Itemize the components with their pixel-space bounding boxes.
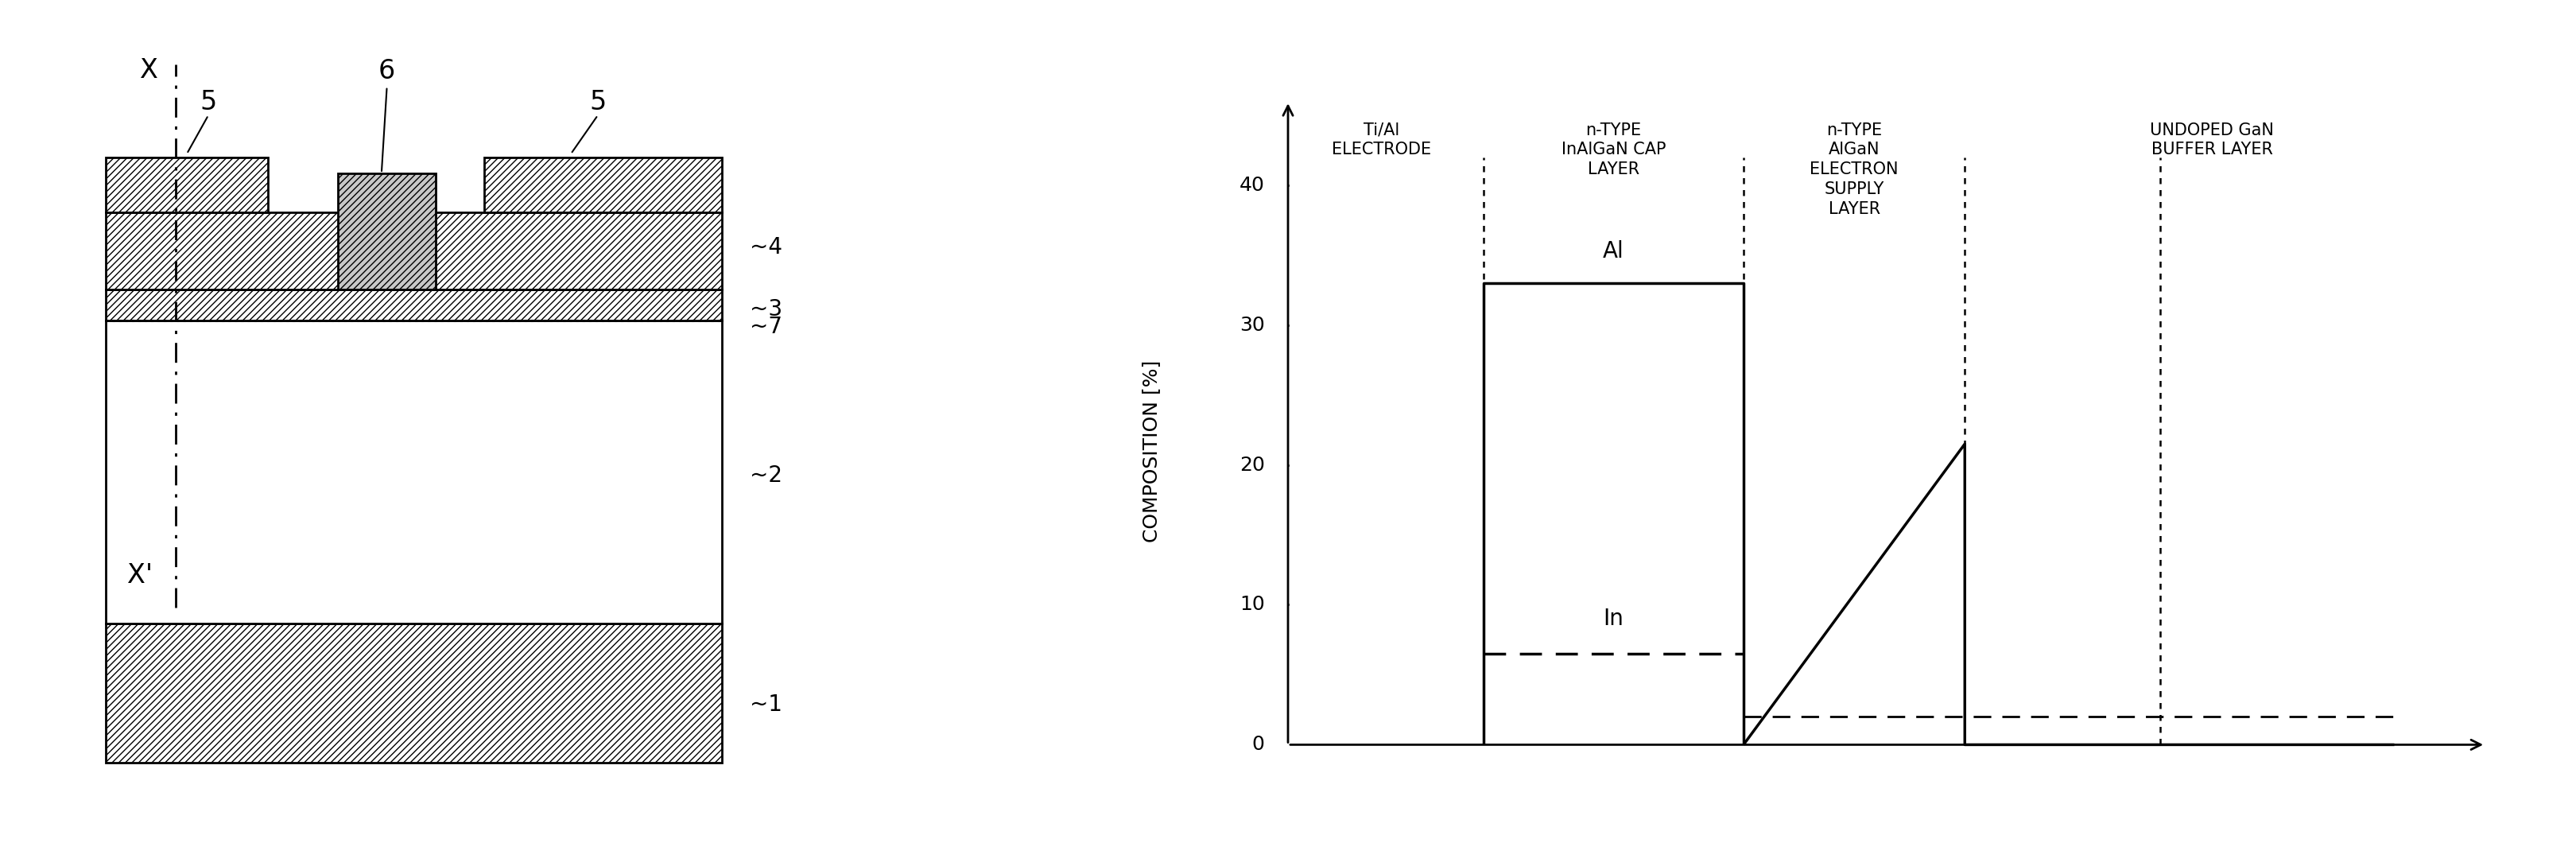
Text: Ti/Al
ELECTRODE: Ti/Al ELECTRODE (1332, 122, 1432, 158)
Bar (106, 623, 721, 763)
Text: 40: 40 (1239, 175, 1265, 195)
Text: 20: 20 (1239, 455, 1265, 475)
Bar (106, 212, 721, 290)
Bar (337, 174, 435, 290)
Text: n-TYPE
AlGaN
ELECTRON
SUPPLY
LAYER: n-TYPE AlGaN ELECTRON SUPPLY LAYER (1811, 122, 1899, 217)
Text: ~1: ~1 (750, 694, 783, 716)
Text: ~3: ~3 (750, 298, 783, 320)
Text: 10: 10 (1239, 595, 1265, 615)
Bar (484, 158, 721, 212)
Bar (106, 290, 721, 320)
Text: X': X' (126, 562, 152, 588)
Text: ~7: ~7 (750, 316, 783, 338)
Text: In: In (1602, 608, 1623, 630)
Text: 5: 5 (590, 89, 605, 115)
Text: 30: 30 (1239, 315, 1265, 335)
Bar (106, 158, 268, 212)
Text: 6: 6 (379, 58, 394, 84)
Text: UNDOPED GaN
BUFFER LAYER: UNDOPED GaN BUFFER LAYER (2151, 122, 2275, 158)
Text: 0: 0 (1252, 735, 1265, 754)
Text: ~2: ~2 (750, 464, 783, 487)
Text: 5: 5 (201, 89, 216, 115)
Text: Al: Al (1602, 239, 1623, 262)
Text: ~4: ~4 (750, 236, 783, 258)
Bar (106, 320, 721, 623)
Text: n-TYPE
InAlGaN CAP
LAYER: n-TYPE InAlGaN CAP LAYER (1561, 122, 1667, 178)
Text: COMPOSITION [%]: COMPOSITION [%] (1141, 360, 1162, 542)
Text: X: X (139, 57, 157, 83)
